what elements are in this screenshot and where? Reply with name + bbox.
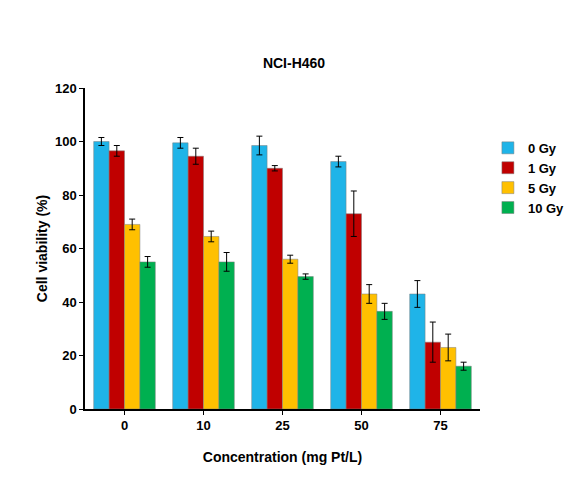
svg-text:100: 100 (55, 134, 77, 149)
svg-text:75: 75 (433, 418, 447, 433)
svg-text:5 Gy: 5 Gy (528, 181, 557, 196)
svg-text:40: 40 (62, 295, 76, 310)
svg-text:Cell viability (%): Cell viability (%) (34, 195, 50, 302)
svg-text:120: 120 (55, 81, 77, 96)
svg-text:60: 60 (62, 241, 76, 256)
svg-text:50: 50 (354, 418, 368, 433)
svg-text:25: 25 (275, 418, 289, 433)
svg-text:1 Gy: 1 Gy (528, 161, 557, 176)
svg-text:80: 80 (62, 188, 76, 203)
svg-text:0: 0 (121, 418, 128, 433)
svg-text:NCI-H460: NCI-H460 (263, 55, 325, 71)
svg-text:0: 0 (69, 402, 76, 417)
svg-text:0 Gy: 0 Gy (528, 141, 557, 156)
svg-text:20: 20 (62, 348, 76, 363)
svg-text:10: 10 (196, 418, 210, 433)
svg-text:10 Gy: 10 Gy (528, 201, 564, 216)
svg-text:Concentration (mg Pt/L): Concentration (mg Pt/L) (203, 449, 362, 465)
